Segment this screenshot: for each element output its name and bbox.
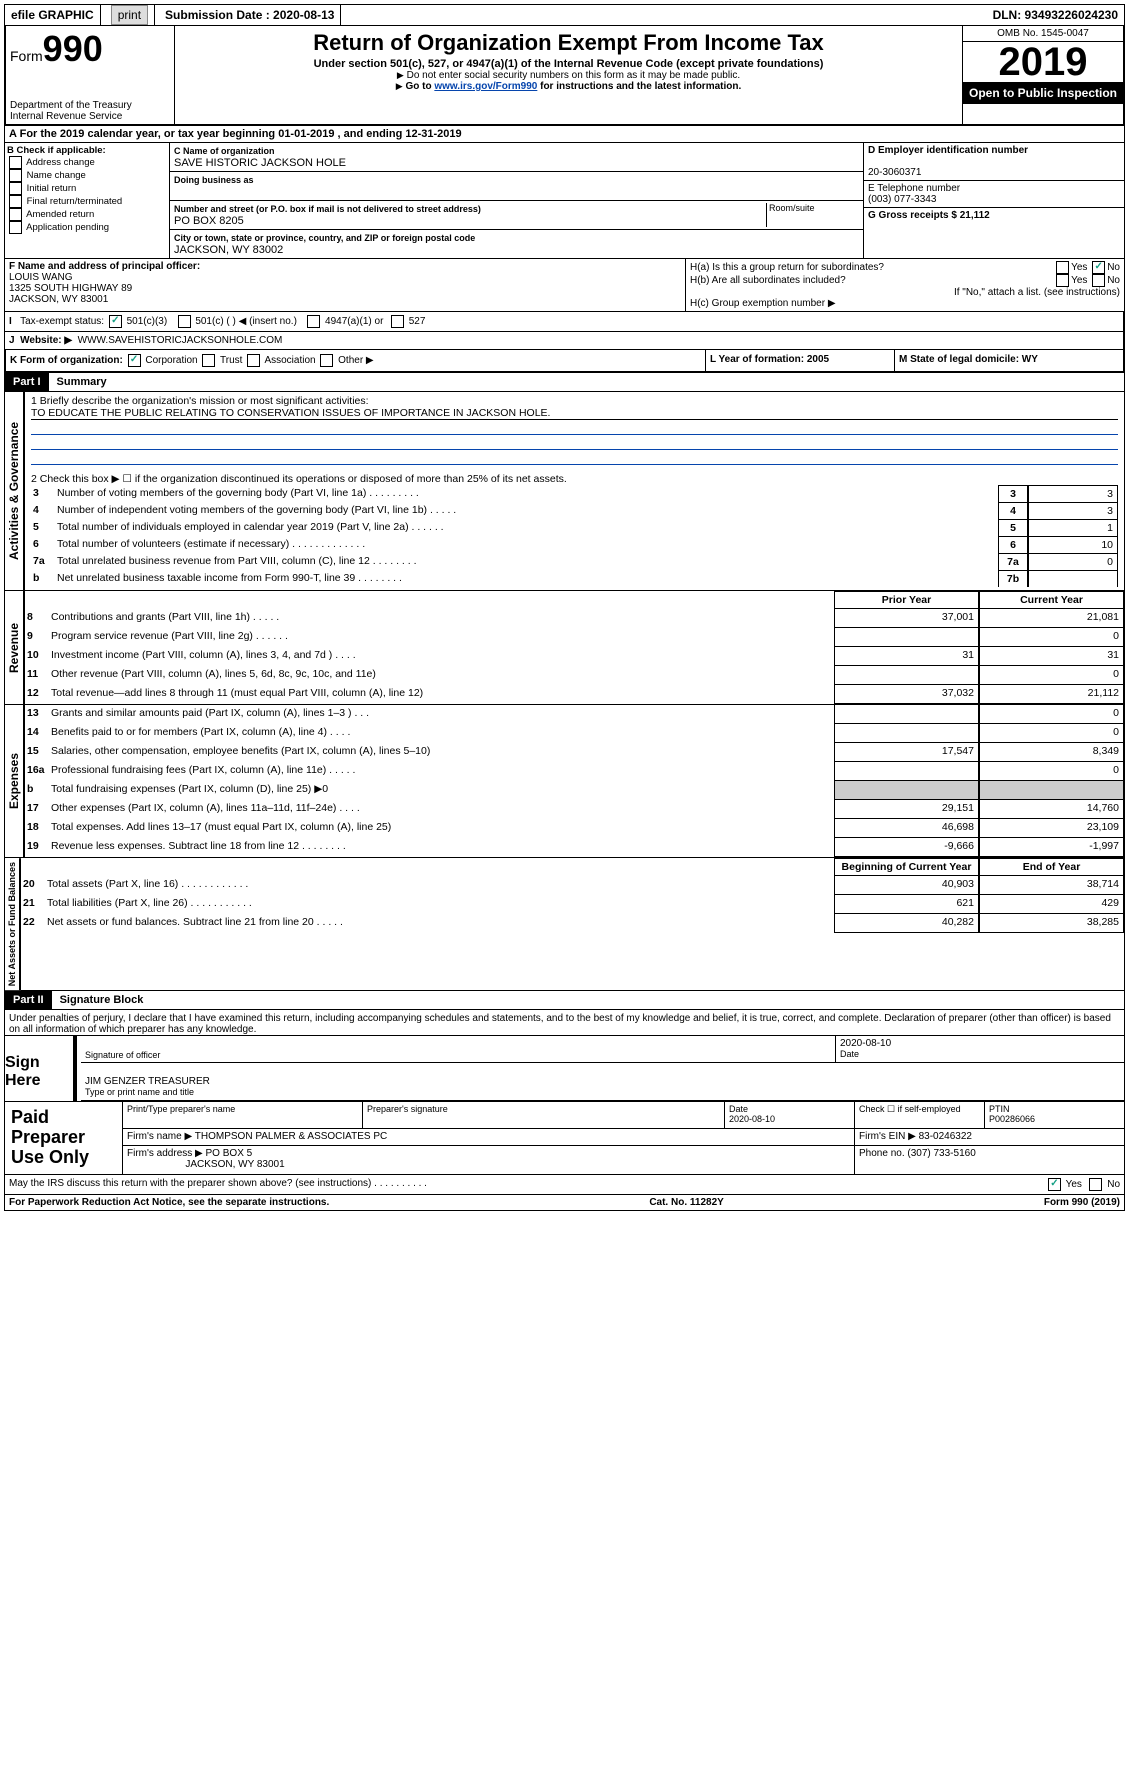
check-applicable: B Check if applicable: Address change Na… bbox=[5, 143, 170, 258]
open-public: Open to Public Inspection bbox=[963, 82, 1123, 104]
revenue-section: Revenue Prior Year Current Year 8Contrib… bbox=[4, 591, 1125, 705]
state-domicile: M State of legal domicile: WY bbox=[895, 350, 1123, 371]
dln: DLN: 93493226024230 bbox=[987, 5, 1124, 25]
firm-addr: PO BOX 5 bbox=[206, 1148, 253, 1159]
irs-link[interactable]: www.irs.gov/Form990 bbox=[434, 81, 537, 92]
officer-sig-name: JIM GENZER TREASURER bbox=[85, 1076, 210, 1087]
print-button[interactable]: print bbox=[111, 5, 148, 25]
part2-header: Part II Signature Block bbox=[4, 991, 1125, 1010]
phone: (003) 077-3343 bbox=[868, 194, 936, 205]
website: WWW.SAVEHISTORICJACKSONHOLE.COM bbox=[78, 335, 283, 346]
firm-name: THOMPSON PALMER & ASSOCIATES PC bbox=[195, 1131, 387, 1142]
efile-label: efile GRAPHIC bbox=[5, 5, 101, 25]
form-header: Form990 Department of the Treasury Inter… bbox=[4, 26, 1125, 126]
firm-ein: Firm's EIN ▶ 83-0246322 bbox=[854, 1129, 1124, 1146]
form-title: Return of Organization Exempt From Incom… bbox=[179, 30, 958, 56]
form-subtitle: Under section 501(c), 527, or 4947(a)(1)… bbox=[179, 58, 958, 70]
entity-info: B Check if applicable: Address change Na… bbox=[4, 143, 1125, 259]
form-990-label: Form990 bbox=[10, 28, 170, 70]
officer-name: LOUIS WANG bbox=[9, 272, 73, 283]
expenses-section: Expenses 13Grants and similar amounts pa… bbox=[4, 705, 1125, 858]
net-assets-section: Net Assets or Fund Balances Beginning of… bbox=[4, 858, 1125, 991]
submission-date: Submission Date : 2020-08-13 bbox=[159, 5, 341, 25]
perjury-text: Under penalties of perjury, I declare th… bbox=[4, 1010, 1125, 1036]
year-line: A For the 2019 calendar year, or tax yea… bbox=[4, 126, 1125, 143]
form-org-row: K Form of organization: Corporation Trus… bbox=[4, 350, 1125, 373]
ssn-note: Do not enter social security numbers on … bbox=[179, 70, 958, 81]
city: JACKSON, WY 83002 bbox=[174, 244, 283, 256]
mission: TO EDUCATE THE PUBLIC RELATING TO CONSER… bbox=[31, 407, 1118, 420]
dept-label: Department of the Treasury Internal Reve… bbox=[10, 100, 170, 122]
ptin: P00286066 bbox=[989, 1114, 1035, 1124]
footer: For Paperwork Reduction Act Notice, see … bbox=[4, 1195, 1125, 1211]
goto-note: Go to www.irs.gov/Form990 for instructio… bbox=[179, 81, 958, 92]
year-formation: L Year of formation: 2005 bbox=[706, 350, 895, 371]
firm-phone: Phone no. (307) 733-5160 bbox=[854, 1146, 1124, 1173]
discuss-row: May the IRS discuss this return with the… bbox=[4, 1175, 1125, 1195]
officer-group: F Name and address of principal officer:… bbox=[4, 259, 1125, 312]
org-name: SAVE HISTORIC JACKSON HOLE bbox=[174, 157, 346, 169]
ein: 20-3060371 bbox=[868, 167, 921, 178]
part1-header: Part I Summary bbox=[4, 373, 1125, 392]
tax-status-row: I Tax-exempt status: 501(c)(3) 501(c) ( … bbox=[4, 312, 1125, 332]
paid-preparer: Paid Preparer Use Only Print/Type prepar… bbox=[4, 1102, 1125, 1174]
activities-section: Activities & Governance 1 Briefly descri… bbox=[4, 392, 1125, 591]
tax-year: 2019 bbox=[963, 42, 1123, 82]
street: PO BOX 8205 bbox=[174, 215, 244, 227]
top-toolbar: efile GRAPHIC print Submission Date : 20… bbox=[4, 4, 1125, 26]
room-suite: Room/suite bbox=[766, 203, 859, 227]
gross-receipts: G Gross receipts $ 21,112 bbox=[868, 210, 990, 221]
website-row: J Website: ▶ WWW.SAVEHISTORICJACKSONHOLE… bbox=[4, 332, 1125, 350]
sign-here-label: Sign Here bbox=[5, 1036, 65, 1101]
